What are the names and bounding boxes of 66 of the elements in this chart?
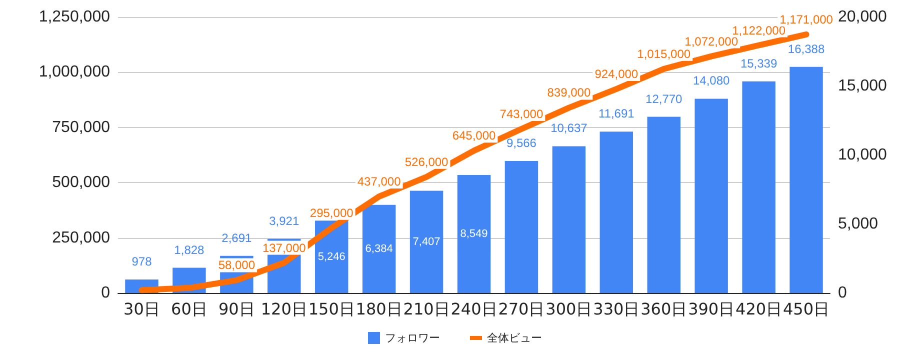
y2-tick-label: 0 xyxy=(838,284,847,302)
bar xyxy=(694,98,728,293)
data-label: 526,000 xyxy=(404,154,449,169)
y2-tick-label: 10,000 xyxy=(838,146,888,164)
y-tick-label: 1,000,000 xyxy=(38,64,110,81)
x-tick-label: 120日 xyxy=(260,300,308,318)
data-label: 11,691 xyxy=(598,106,635,121)
bar xyxy=(552,146,586,293)
x-tick-label: 90日 xyxy=(218,300,255,318)
legend-label: 全体ビュー xyxy=(487,332,542,344)
data-label: 1,072,000 xyxy=(684,34,738,48)
data-label: 1,122,000 xyxy=(732,23,786,38)
x-tick-label: 210日 xyxy=(403,300,450,318)
bar xyxy=(457,175,491,293)
data-label: 1,828 xyxy=(174,242,205,257)
x-tick-label: 60日 xyxy=(171,300,208,318)
legend-label: フォロワー xyxy=(385,332,440,344)
data-label: 978 xyxy=(132,254,152,269)
data-label: 10,637 xyxy=(550,121,588,136)
y-tick-label: 500,000 xyxy=(52,174,110,192)
bar xyxy=(362,204,396,293)
y-tick-label: 0 xyxy=(101,284,110,302)
x-tick-label: 300日 xyxy=(546,300,592,318)
data-label: 437,000 xyxy=(357,174,402,189)
bar xyxy=(600,132,634,293)
y2-tick-label: 15,000 xyxy=(838,78,888,94)
x-tick-label: 330日 xyxy=(593,300,640,318)
data-label: 5,246 xyxy=(318,250,346,263)
y-tick-label: 1,250,000 xyxy=(38,8,110,26)
x-tick-label: 240日 xyxy=(450,300,498,318)
data-label: 3,921 xyxy=(269,214,300,228)
data-label: 58,000 xyxy=(218,258,256,272)
x-tick-label: 360日 xyxy=(640,300,688,318)
data-label: 6,384 xyxy=(365,242,393,255)
data-label: 8,549 xyxy=(460,228,488,240)
bar xyxy=(504,160,538,293)
y-tick-label: 750,000 xyxy=(52,118,110,136)
data-label: 839,000 xyxy=(547,86,591,100)
y2-tick-label: 20,000 xyxy=(838,8,888,26)
x-tick-label: 150日 xyxy=(308,300,355,318)
x-tick-label: 30日 xyxy=(124,300,160,318)
data-label: 2,691 xyxy=(222,230,252,245)
data-label: 743,000 xyxy=(500,106,544,121)
x-tick-label: 270日 xyxy=(498,300,545,318)
data-label: 1,171,000 xyxy=(780,12,834,26)
bar xyxy=(647,116,680,293)
data-label: 645,000 xyxy=(452,128,496,143)
data-label: 14,080 xyxy=(692,74,730,88)
y2-tick-label: 5,000 xyxy=(838,216,878,232)
data-label: 1,015,000 xyxy=(637,46,691,61)
data-label: 137,000 xyxy=(262,240,306,255)
bar xyxy=(742,81,776,293)
y-tick-label: 250,000 xyxy=(52,229,110,246)
x-tick-label: 450日 xyxy=(782,300,830,318)
data-label: 924,000 xyxy=(594,66,638,81)
data-label: 9,566 xyxy=(506,136,537,150)
bar xyxy=(410,190,444,293)
data-label: 15,339 xyxy=(740,56,778,70)
data-label: 7,407 xyxy=(412,236,440,248)
x-tick-label: 420日 xyxy=(736,300,782,318)
data-label: 295,000 xyxy=(310,206,354,220)
bar xyxy=(790,66,823,293)
data-label: 12,770 xyxy=(646,92,683,106)
data-label: 16,388 xyxy=(788,42,825,56)
x-tick-label: 390日 xyxy=(688,300,735,318)
x-tick-label: 180日 xyxy=(356,300,402,318)
